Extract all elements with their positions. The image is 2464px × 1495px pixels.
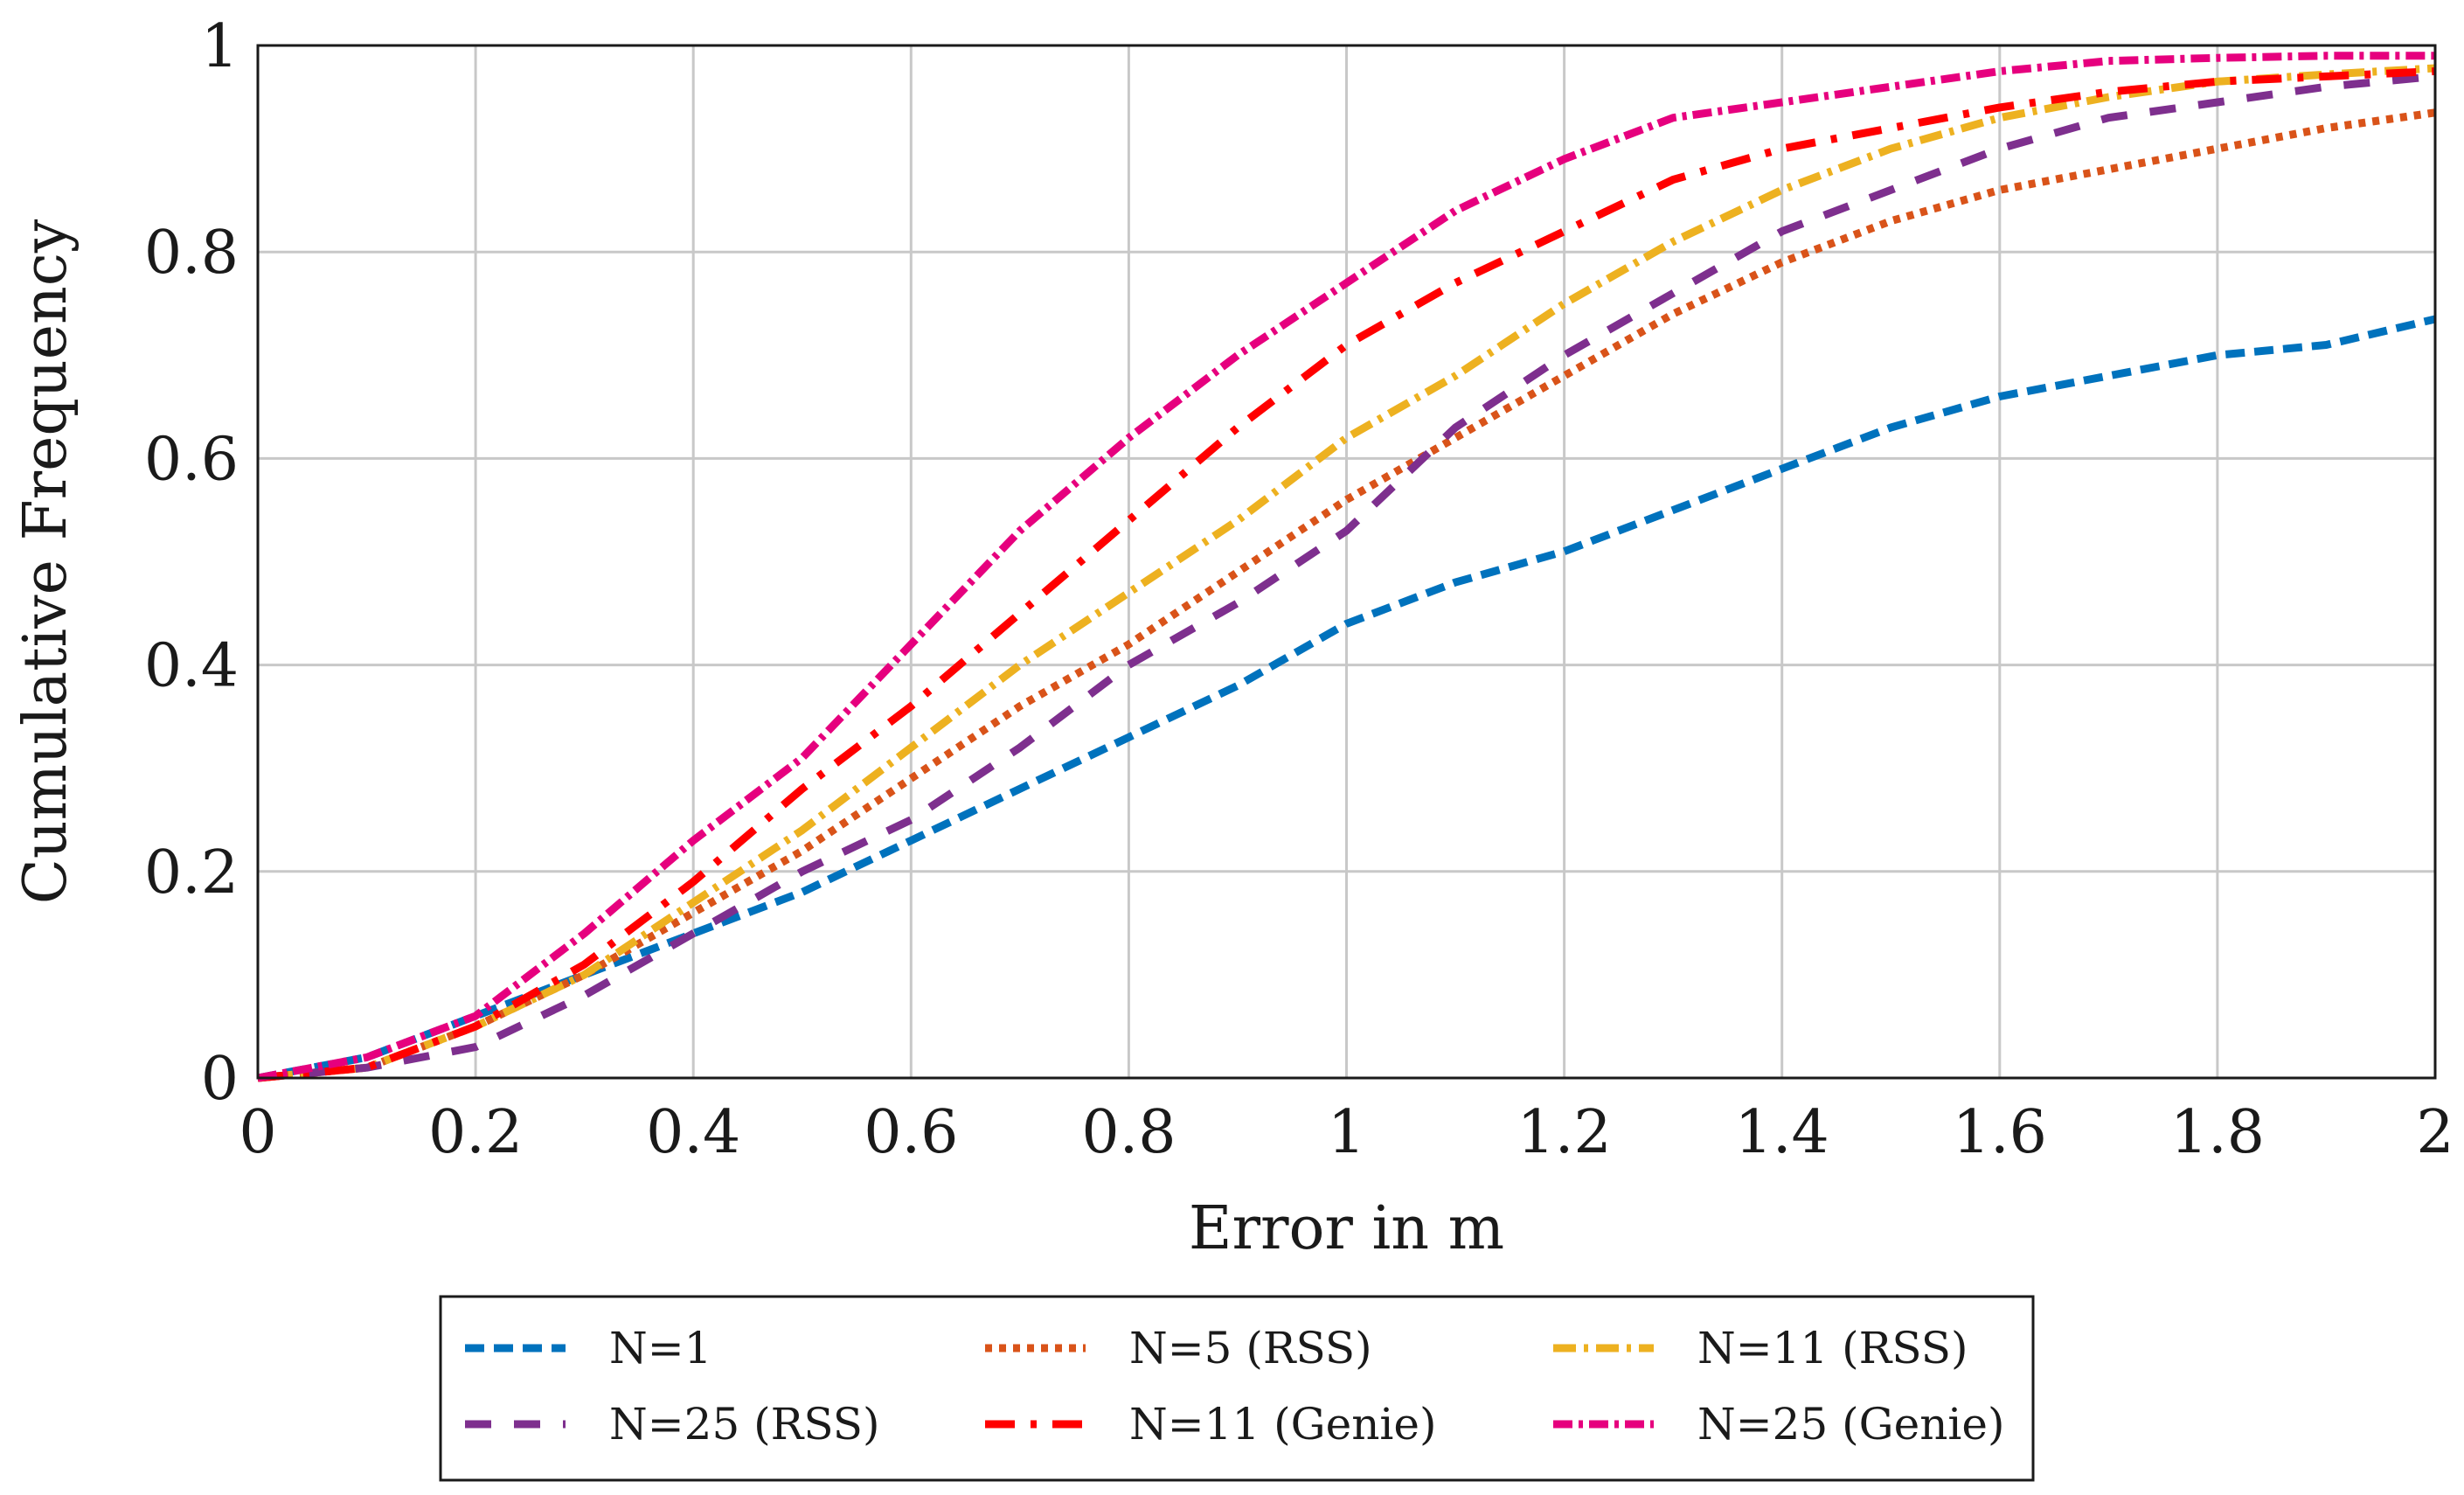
x-tick-label: 0.6 — [864, 1098, 958, 1167]
legend-label-5: N=25 (Genie) — [1697, 1399, 2005, 1450]
y-tick-label: 0.2 — [144, 838, 239, 907]
series-group — [257, 52, 2437, 1082]
x-axis-title: Error in m — [1189, 1194, 1504, 1263]
legend-label-1: N=5 (RSS) — [1129, 1323, 1372, 1373]
x-tick-label: 1.4 — [1735, 1098, 1829, 1167]
x-tick-label: 1 — [1328, 1098, 1365, 1167]
legend-label-0: N=1 — [609, 1323, 711, 1373]
series-line-1 — [257, 108, 2436, 1082]
y-tick-label: 0.6 — [144, 425, 239, 494]
y-tick-label: 1 — [201, 12, 239, 81]
plot-frame — [256, 44, 2437, 1080]
x-tick-label: 1.6 — [1953, 1098, 2047, 1167]
legend-label-2: N=11 (RSS) — [1697, 1323, 1968, 1373]
legend: N=1 N=5 (RSS) N=11 (RSS) N=25 (RSS) N=11 (Ge… — [439, 1295, 2035, 1482]
x-tick-label: 2 — [2416, 1098, 2454, 1167]
series-line-2 — [257, 64, 2436, 1082]
series-line-3 — [257, 72, 2436, 1082]
x-tick-label: 0.4 — [646, 1098, 740, 1167]
x-tick-label: 0 — [239, 1098, 276, 1167]
series-line-4 — [257, 67, 2436, 1082]
series-line-0 — [257, 315, 2437, 1082]
legend-label-3: N=25 (RSS) — [609, 1399, 879, 1450]
x-tick-label: 1.8 — [2170, 1098, 2265, 1167]
y-tick-label: 0 — [201, 1045, 239, 1114]
x-tick-label: 0.2 — [428, 1098, 523, 1167]
x-tick-labels: 0 0.2 0.4 0.6 0.8 1 1.2 1.4 1.6 1.8 2 — [239, 1098, 2454, 1167]
legend-box — [439, 1295, 2035, 1482]
series-line-5 — [257, 52, 2435, 1082]
x-tick-label: 0.8 — [1081, 1098, 1176, 1167]
grid — [256, 44, 2437, 1080]
x-tick-label: 1.2 — [1517, 1098, 1612, 1167]
legend-label-4: N=11 (Genie) — [1129, 1399, 1437, 1450]
y-tick-label: 0.4 — [144, 632, 239, 701]
y-tick-labels: 0 0.2 0.4 0.6 0.8 1 — [144, 12, 239, 1114]
y-axis-title: Cumulative Frequency — [11, 219, 80, 904]
y-tick-label: 0.8 — [144, 219, 239, 288]
